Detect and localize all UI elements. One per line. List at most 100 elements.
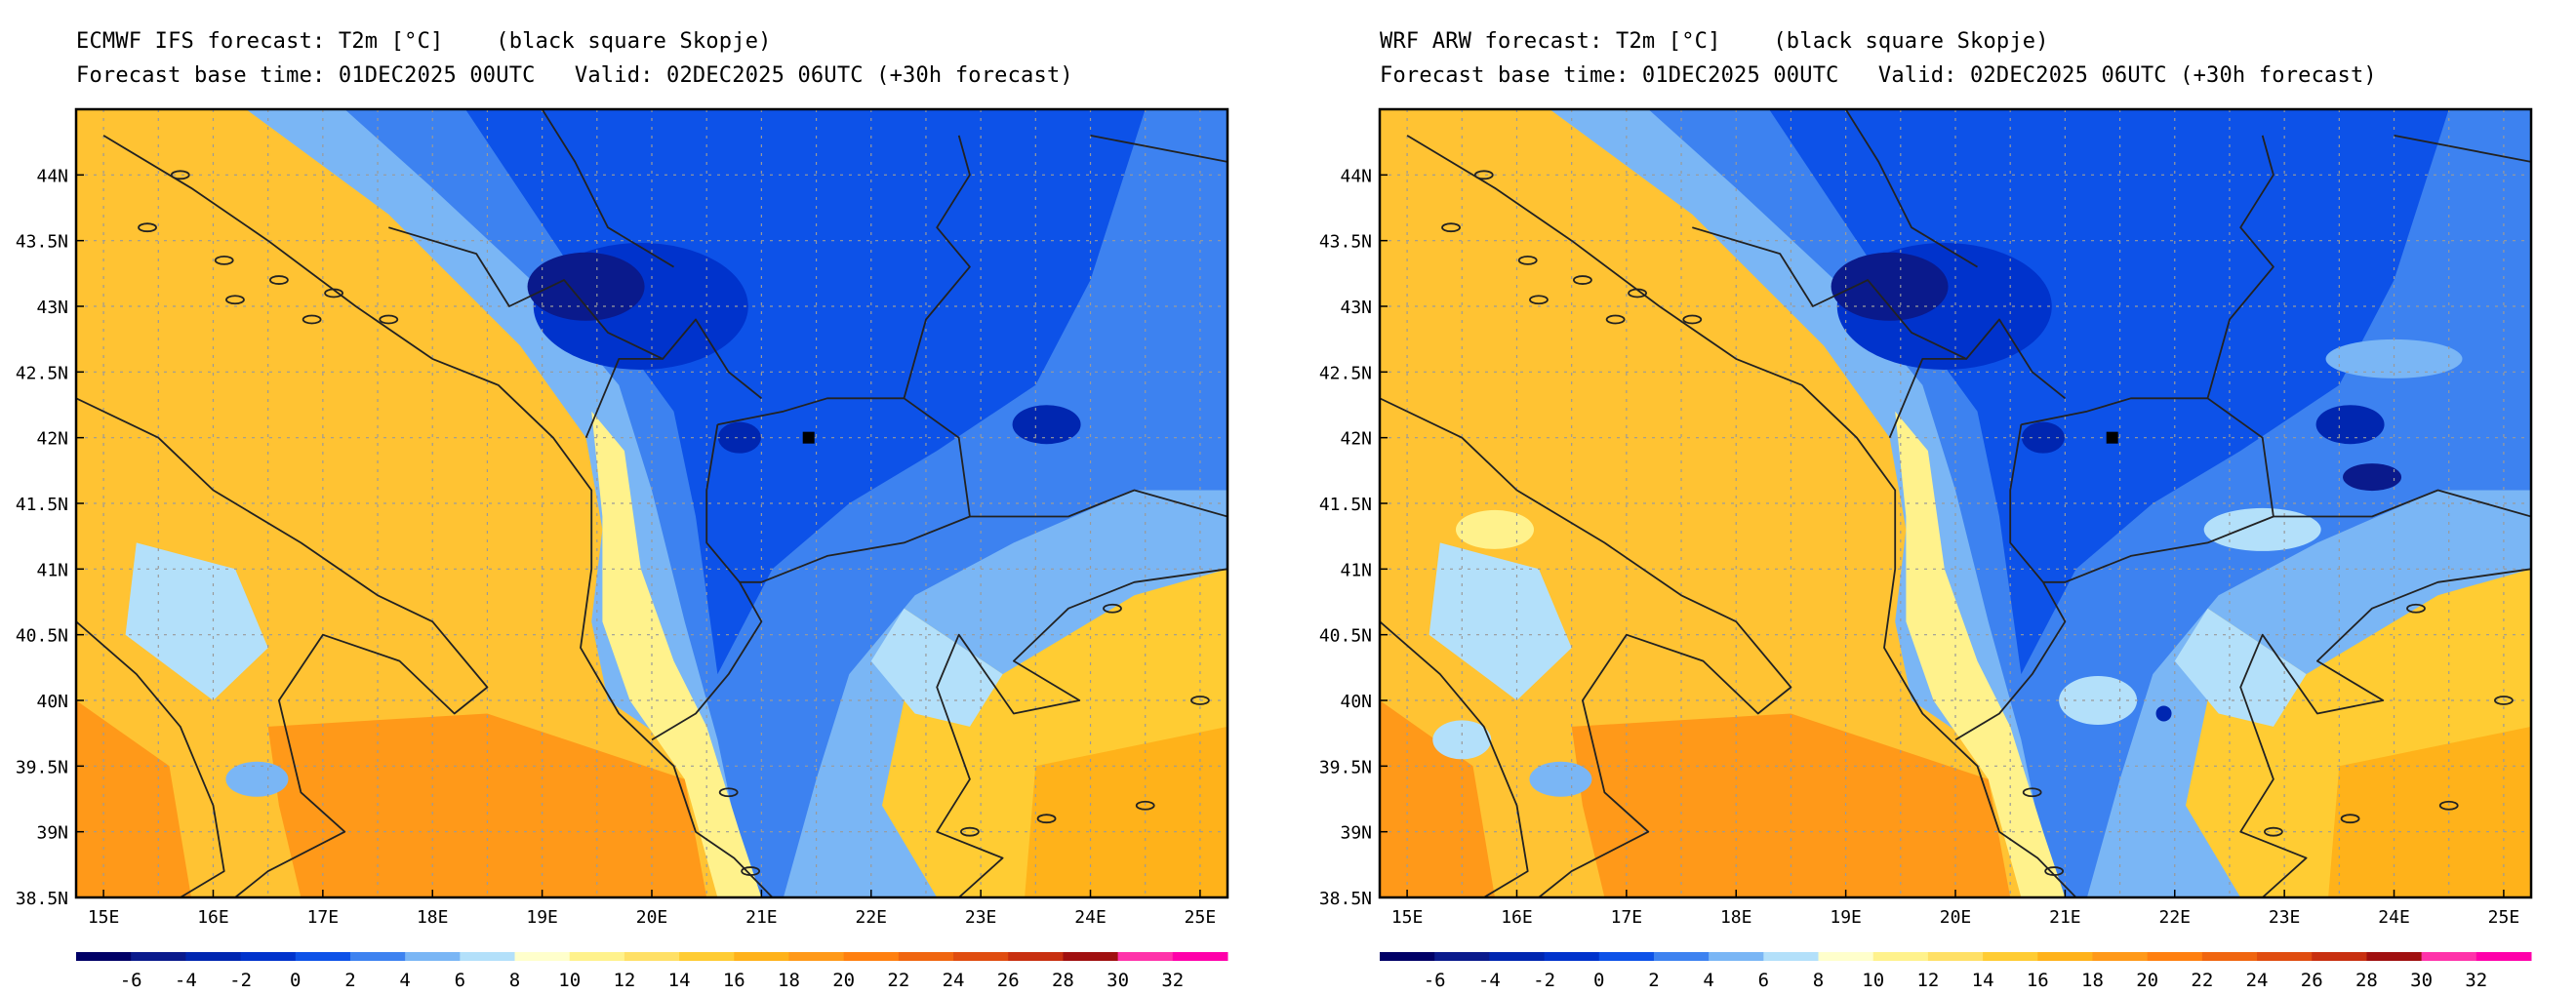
lon-label: 21E	[745, 907, 778, 928]
island-outline	[2494, 696, 2514, 705]
colorbar-swatch	[1008, 952, 1064, 961]
gridlines	[76, 109, 1228, 897]
island-outline	[1682, 314, 1703, 325]
island-outline	[1529, 295, 1549, 305]
lon-label: 19E	[1830, 907, 1862, 928]
colorbar-label: 18	[778, 970, 800, 991]
lon-label: 17E	[307, 907, 340, 928]
colorbar-swatch	[1380, 952, 1435, 961]
colorbar-swatch	[2037, 952, 2093, 961]
colorbar-label: 22	[887, 970, 909, 991]
country-border	[2273, 489, 2531, 518]
lat-label: 42.5N	[16, 363, 68, 383]
lon-label: 22E	[2159, 907, 2192, 928]
island-outline	[1573, 275, 1592, 285]
lat-label: 44N	[36, 166, 68, 186]
island-outline	[960, 826, 980, 837]
island-outline	[741, 866, 761, 876]
country-border	[2206, 135, 2274, 399]
colorbar-label: 28	[1052, 970, 1074, 991]
lat-label: 41N	[1340, 560, 1372, 580]
coastline	[76, 397, 489, 897]
colorbar-label: 24	[943, 970, 965, 991]
colorbar-swatch	[1598, 952, 1655, 961]
colorbar-swatch	[1172, 952, 1228, 961]
lat-label: 39.5N	[1319, 757, 1372, 777]
lat-label: 40.5N	[16, 626, 68, 647]
colorbar-swatch	[1434, 952, 1490, 961]
lon-label: 25E	[2488, 907, 2520, 928]
colorbar-label: 22	[2191, 970, 2213, 991]
colorbar-label: 16	[2027, 970, 2049, 991]
colorbar-label: 8	[1813, 970, 1824, 991]
colorbar-swatch	[76, 952, 132, 961]
island-outline	[1517, 255, 1538, 265]
country-border	[2394, 135, 2531, 163]
lon-label: 20E	[636, 907, 668, 928]
lon-label: 16E	[197, 907, 229, 928]
lat-label: 44N	[1340, 166, 1372, 186]
temperature-map: 44N 43.5N 43N 42.5N 42N 41.5N 41N 40.5N 40N 39.5N…	[16, 107, 1229, 991]
lon-label: 24E	[1074, 907, 1107, 928]
lat-label: 42.5N	[1319, 363, 1372, 383]
lat-label: 43N	[36, 298, 68, 318]
colorbar-swatch	[295, 952, 351, 961]
colorbar-swatch	[2092, 952, 2149, 961]
colorbar-label: 10	[558, 970, 581, 991]
island-outline	[170, 170, 190, 180]
colorbar-swatch	[185, 952, 242, 961]
colorbar-swatch	[1489, 952, 1546, 961]
colorbar-swatch	[2312, 952, 2367, 961]
lon-label: 15E	[1391, 907, 1424, 928]
lat-label: 42N	[36, 429, 68, 450]
lat-label: 43.5N	[1319, 232, 1372, 253]
country-border	[1692, 226, 2066, 400]
country-border	[1888, 357, 1967, 439]
colorbar-swatch	[1544, 952, 1600, 961]
colorbar-label: 12	[1916, 970, 1939, 991]
lon-label: 23E	[2269, 907, 2301, 928]
colorbar-label: 30	[2410, 970, 2433, 991]
colorbar-swatch	[1818, 952, 1874, 961]
colorbar-label: 24	[2246, 970, 2269, 991]
colorbar-label: 26	[2301, 970, 2323, 991]
colorbar-swatch	[734, 952, 789, 961]
island-outline	[1441, 222, 1461, 233]
colorbar-label: -6	[1424, 970, 1446, 991]
colorbar-swatch	[898, 952, 954, 961]
island-outline	[1605, 314, 1626, 325]
colorbar-label: 30	[1107, 970, 1129, 991]
island-outline	[269, 275, 289, 285]
lat-label: 39.5N	[16, 757, 68, 777]
colorbar-label: 16	[723, 970, 745, 991]
island-outline	[302, 314, 322, 325]
colorbar-label: 2	[1648, 970, 1659, 991]
colorbar-swatch	[1117, 952, 1174, 961]
lon-label: 19E	[526, 907, 558, 928]
lat-label: 41.5N	[16, 495, 68, 515]
island-outline	[138, 222, 157, 233]
island-outline	[2340, 814, 2360, 824]
colorbar-label: 14	[668, 970, 691, 991]
wrf-panel: WRF ARW forecast: T2m [°C] (black square…	[1304, 0, 2576, 995]
colorbar-swatch	[569, 952, 625, 961]
colorbar-swatch	[1653, 952, 1710, 961]
colorbar-swatch	[131, 952, 186, 961]
colorbar-swatch	[2147, 952, 2203, 961]
colorbar-swatch	[2421, 952, 2477, 961]
colorbar-label: 0	[290, 970, 301, 991]
island-outline	[324, 288, 343, 298]
colorbar-swatch	[1927, 952, 1984, 961]
lon-label: 18E	[1720, 907, 1752, 928]
island-outline	[1628, 288, 1647, 298]
colorbar-swatch	[460, 952, 516, 961]
lon-label: 16E	[1501, 907, 1533, 928]
lat-label: 42N	[1340, 429, 1372, 450]
colorbar-label: 4	[1703, 970, 1713, 991]
island-outline	[2044, 866, 2065, 876]
colorbar-label: 10	[1862, 970, 1884, 991]
colorbar-label: 28	[2355, 970, 2378, 991]
lat-label: 39N	[1340, 823, 1372, 844]
panel-title: ECMWF IFS forecast: T2m [°C] (black squa…	[76, 29, 772, 54]
lat-label: 43N	[1340, 298, 1372, 318]
